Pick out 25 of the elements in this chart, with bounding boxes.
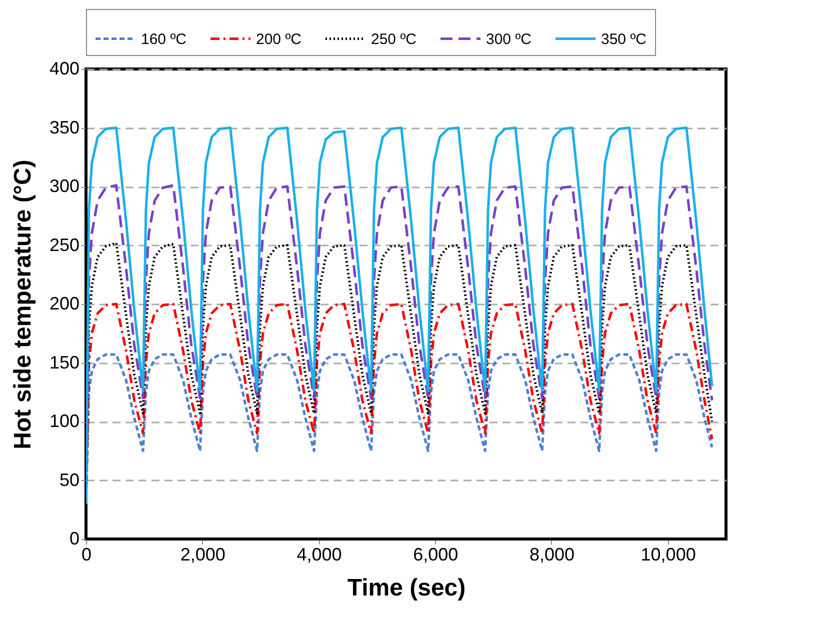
x-tick-label: 0 [81,544,92,564]
legend-label: 250 ºC [371,30,417,48]
x-tick-label: 10,000 [640,544,696,564]
line-series [86,184,714,505]
x-tick-label: 2,000 [180,544,226,564]
y-tick-label: 300 [49,176,80,196]
line-series [86,353,714,505]
y-axis-title: Hot side temperature (°C) [9,160,36,450]
legend-label: 160 ºC [141,30,187,48]
line-series [86,126,714,505]
x-tick-label: 8,000 [529,544,574,564]
x-tick-label: 4,000 [296,544,342,564]
legend-label: 350 ºC [601,30,647,48]
y-tick-label: 0 [69,528,80,548]
y-tick-label: 50 [59,470,80,490]
y-tick-label: 250 [49,234,80,255]
x-tick-label: 6,000 [413,544,458,564]
legend-label: 300 ºC [486,30,532,48]
y-tick-label: 150 [49,352,80,372]
y-tick-label: 400 [49,58,80,78]
legend-label: 200 ºC [256,30,302,48]
y-tick-label: 100 [49,411,80,431]
y-tick-label: 350 [49,117,80,138]
x-axis-title: Time (sec) [347,574,466,602]
y-tick-label: 200 [49,294,80,314]
